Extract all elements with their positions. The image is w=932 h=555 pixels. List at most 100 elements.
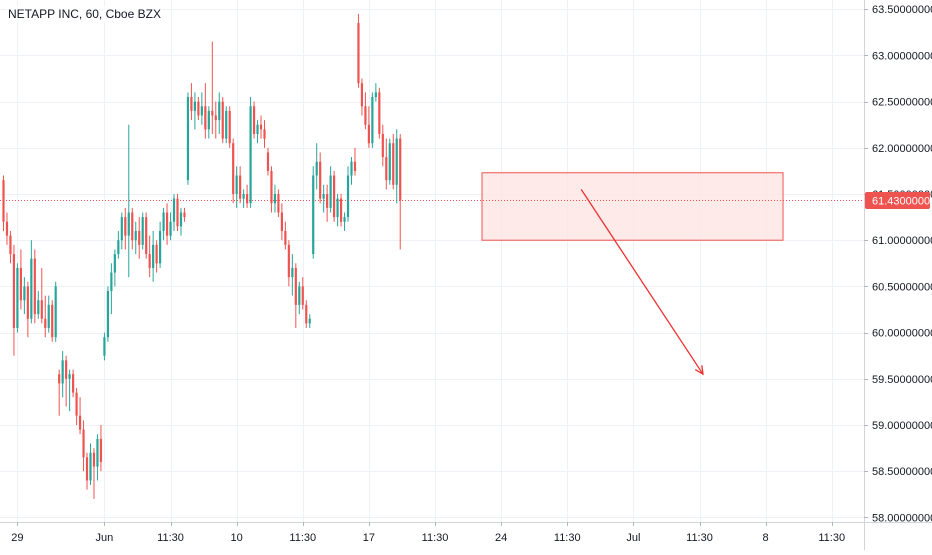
candle-body — [336, 198, 339, 218]
candle-body — [72, 374, 75, 393]
candle-body — [124, 217, 127, 236]
candle-body — [75, 392, 78, 416]
candle-body — [204, 106, 207, 130]
candle-body — [343, 217, 346, 222]
candle-body — [353, 161, 357, 171]
candle-body — [68, 374, 71, 379]
y-tick-label: 63.50000000 — [872, 4, 932, 16]
candle-body — [367, 124, 370, 144]
candle-body — [120, 217, 123, 241]
candle-body — [308, 318, 311, 324]
candle-body — [183, 212, 186, 218]
candle-body — [61, 360, 64, 384]
annotation-layer-back — [0, 172, 864, 241]
candle-body — [16, 267, 19, 328]
arrow-head — [694, 365, 704, 376]
candle-body — [176, 198, 179, 227]
y-tick-label: 63.00000000 — [872, 50, 932, 62]
candle-body — [266, 152, 270, 171]
candles — [2, 13, 402, 499]
candle-body — [291, 267, 294, 278]
candle-body — [315, 161, 318, 176]
candle-body — [259, 124, 263, 130]
candle-body — [159, 230, 162, 264]
x-tick-label: 11:30 — [157, 532, 184, 544]
candle-body — [294, 267, 297, 305]
candle-body — [193, 101, 196, 111]
candle-body — [152, 244, 155, 268]
candle-body — [350, 161, 353, 176]
candle-body — [221, 101, 224, 139]
candle-body — [305, 304, 308, 324]
x-tick-label: 29 — [11, 532, 23, 544]
candle-body — [58, 374, 61, 384]
y-tick-label: 60.00000000 — [872, 328, 932, 340]
candle-body — [346, 175, 350, 218]
candle-body — [246, 194, 249, 204]
candle-body — [127, 212, 130, 236]
y-tick-label: 62.00000000 — [872, 143, 932, 155]
y-tick-label: 58.00000000 — [872, 512, 932, 524]
candle-body — [179, 212, 183, 227]
x-tick-label: 11:30 — [289, 532, 316, 544]
candle-body — [131, 212, 134, 241]
candle-body — [357, 23, 360, 84]
y-tick-label: 59.50000000 — [872, 374, 932, 386]
x-tick-label: 8 — [763, 532, 769, 544]
x-tick-label: 17 — [363, 532, 375, 544]
candle-body — [85, 457, 89, 481]
candle-body — [225, 110, 228, 139]
candle-body — [273, 194, 277, 204]
candle-body — [322, 194, 325, 199]
x-tick-label: 11:30 — [818, 532, 845, 544]
arrow-line — [580, 189, 704, 375]
candle-body — [242, 194, 245, 199]
candle-body — [399, 138, 402, 201]
candle-body — [381, 133, 384, 158]
candle-body — [371, 97, 374, 144]
candle-body — [249, 106, 252, 204]
candle-body — [162, 212, 165, 231]
candle-body — [30, 258, 33, 319]
candle-body — [360, 83, 364, 107]
candle-body — [82, 429, 85, 458]
candle-body — [19, 267, 22, 301]
candle-body — [298, 286, 301, 305]
candle-body — [92, 452, 96, 467]
candle-body — [256, 124, 259, 134]
candle-body — [110, 272, 113, 292]
x-tick-label: 10 — [231, 532, 243, 544]
candle-body — [277, 194, 280, 213]
candle-body — [5, 221, 9, 236]
candle-body — [99, 438, 103, 462]
candle-body — [270, 170, 273, 204]
candle-body — [65, 360, 68, 379]
candle-body — [117, 240, 120, 255]
candle-body — [155, 244, 158, 264]
candle-body — [141, 217, 144, 245]
candle-body — [40, 300, 43, 319]
y-tick-label: 60.50000000 — [872, 281, 932, 293]
candle-body — [232, 143, 235, 195]
candle-body — [235, 175, 238, 195]
candle-body — [218, 101, 221, 121]
candle-body — [54, 286, 57, 338]
candle-body — [200, 106, 203, 116]
candle-body — [326, 194, 329, 208]
candle-body — [106, 291, 109, 338]
candle-body — [228, 110, 231, 144]
candle-body — [37, 300, 40, 315]
candle-body — [284, 230, 287, 245]
candle-body — [287, 244, 290, 278]
candle-body — [169, 221, 172, 236]
y-tick-label: 61.00000000 — [872, 235, 932, 247]
candle-body — [51, 304, 54, 338]
candle-body — [388, 143, 391, 181]
candle-body — [96, 438, 99, 467]
candle-body — [252, 106, 256, 134]
last-price-badge — [865, 191, 930, 209]
candle-body — [214, 115, 217, 121]
